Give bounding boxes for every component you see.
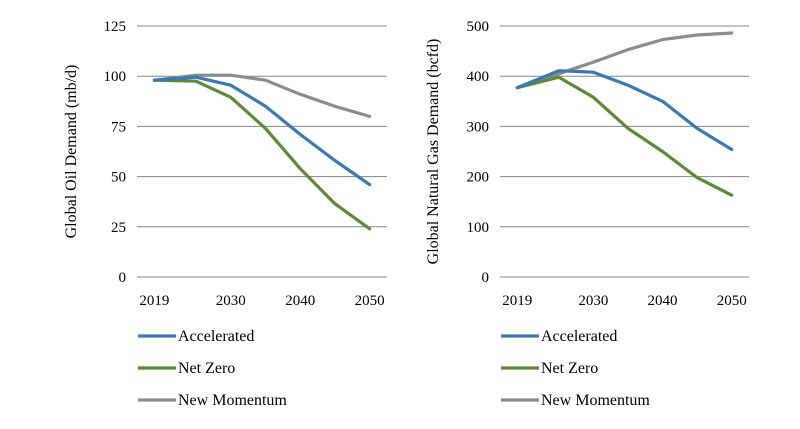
y-tick-label: 125 [104,19,127,35]
data-point-accelerated [153,79,156,82]
data-point-accelerated [695,127,699,130]
data-point-new-momentum [661,38,664,41]
data-point-accelerated [730,148,733,151]
legend-label-new-momentum: New Momentum [541,392,650,409]
data-point-accelerated [592,70,595,74]
x-tick-label: 2030 [578,293,608,309]
data-point-new-momentum [557,72,560,75]
data-point-net-zero [298,167,302,170]
y-tick-label: 300 [467,119,490,135]
legend-label-accelerated: Accelerated [178,328,254,345]
x-tick-label: 2050 [717,293,747,309]
x-tick-label: 2040 [648,293,678,309]
data-point-accelerated [264,105,267,108]
data-point-new-momentum [368,115,371,118]
y-tick-label: 400 [467,69,490,85]
data-point-net-zero [368,227,371,231]
y-axis-label: Global Natural Gas Demand (bcfd) [425,39,442,265]
y-tick-label: 100 [104,69,127,85]
data-point-net-zero [229,96,232,99]
y-tick-label: 500 [467,19,490,35]
data-point-accelerated [194,76,198,79]
data-point-net-zero [333,202,337,205]
y-tick-label: 100 [467,220,490,236]
data-point-accelerated [661,100,664,103]
data-point-new-momentum [333,105,337,108]
data-point-net-zero [730,193,733,197]
data-point-net-zero [264,127,267,130]
data-point-accelerated [333,159,337,162]
y-tick-label: 75 [111,119,126,135]
legend-label-accelerated: Accelerated [541,328,617,345]
y-tick-label: 200 [467,170,490,186]
x-tick-label: 2019 [139,293,169,309]
x-tick-label: 2050 [355,293,385,309]
series-line-accelerated [515,69,734,152]
data-point-accelerated [516,86,519,89]
y-tick-label: 25 [111,220,126,236]
chart-panel-2: 0 100 200 300 400 500 2019 2030 2040 2050 Global N… [425,19,749,409]
data-point-net-zero [695,176,699,179]
data-point-accelerated [298,133,302,136]
data-point-new-momentum [229,73,232,77]
data-point-new-momentum [730,31,733,35]
data-point-net-zero [626,127,630,130]
y-tick-label: 0 [119,270,127,286]
chart-panel-1: 0 25 50 75 100 125 2019 2030 2040 2050 Global Oil … [63,19,387,409]
y-axis-label: Global Oil Demand (mb/d) [63,65,80,239]
series-line-accelerated [152,75,372,187]
data-point-net-zero [592,96,595,99]
x-tick-label: 2019 [502,293,532,309]
data-point-accelerated [368,183,371,186]
x-tick-label: 2040 [285,293,315,309]
legend-label-net-zero: Net Zero [541,360,598,377]
data-point-accelerated [557,69,560,72]
y-tick-label: 50 [111,170,126,186]
x-tick-label: 2030 [216,293,246,309]
series-line-net-zero [515,75,734,197]
legend-label-new-momentum: New Momentum [178,392,287,409]
data-point-net-zero [557,76,560,79]
y-tick-label: 0 [482,270,490,286]
data-point-new-momentum [298,93,302,96]
data-point-accelerated [626,84,630,87]
data-point-new-momentum [626,48,630,51]
data-point-accelerated [229,84,232,87]
data-point-net-zero [661,150,664,153]
legend-label-net-zero: Net Zero [178,360,235,377]
data-point-new-momentum [264,79,267,82]
data-point-net-zero [194,80,198,83]
data-point-new-momentum [592,60,595,64]
data-point-new-momentum [695,33,699,37]
